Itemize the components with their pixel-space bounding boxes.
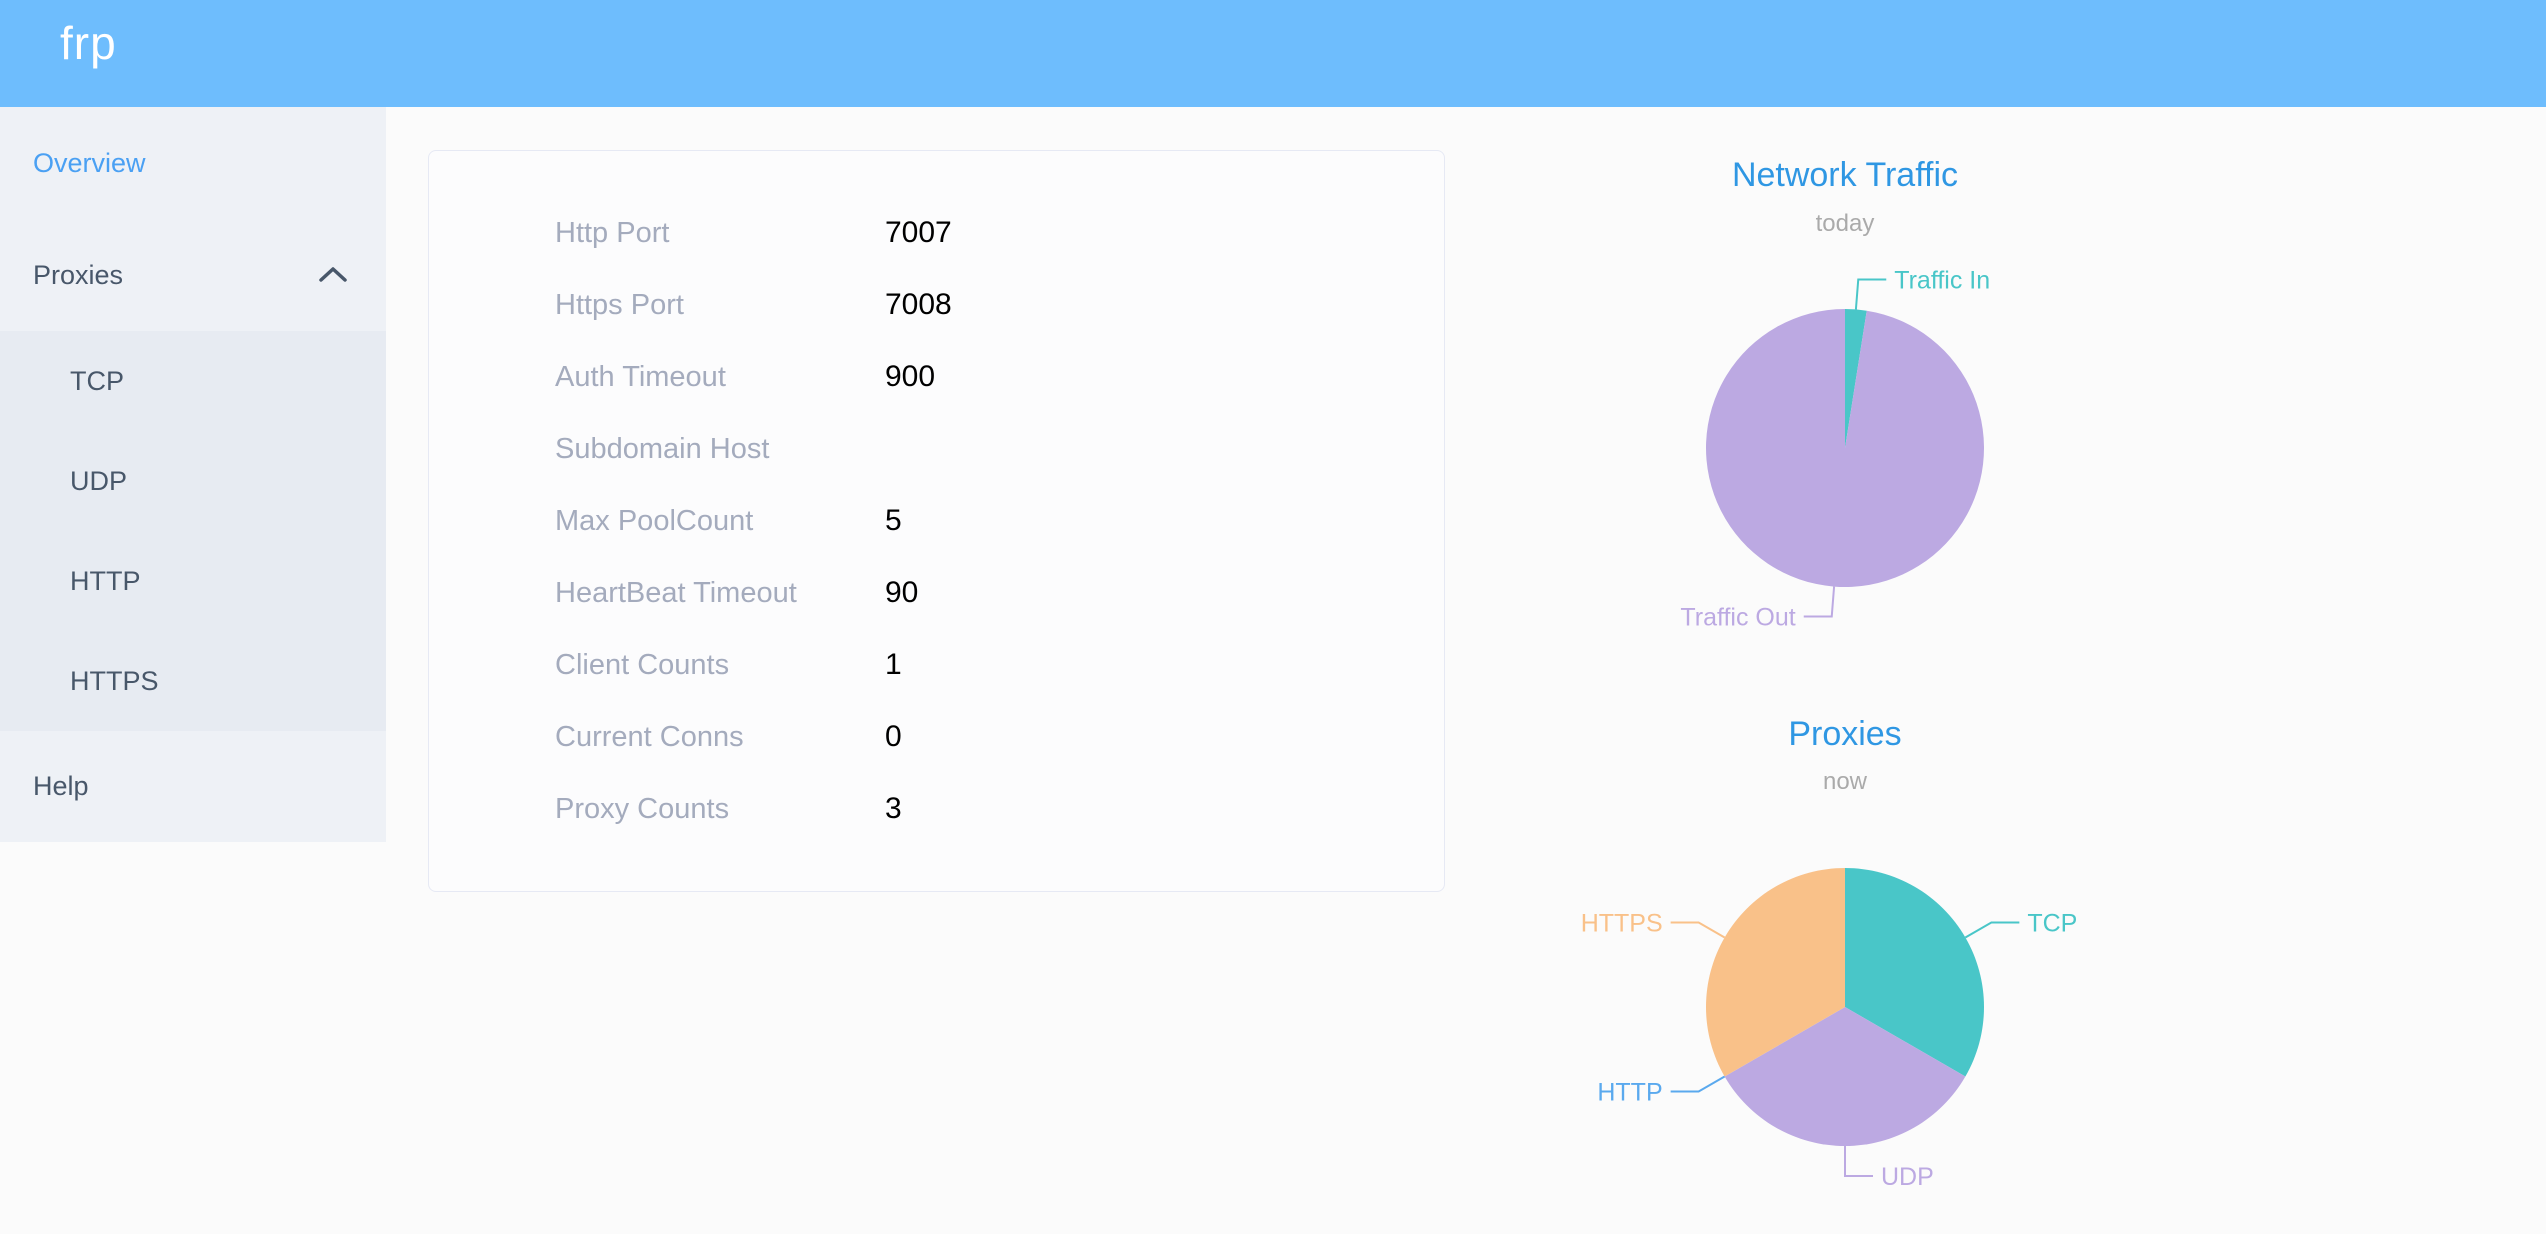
pie-label-line (1670, 921, 1726, 939)
pie-slice-traffic-out[interactable] (1706, 309, 1984, 587)
pie-chart-svg: Traffic In Traffic Out (1680, 267, 1990, 632)
sidebar-item-https-label: HTTPS (70, 665, 159, 696)
pie-label-line (1854, 278, 1887, 310)
config-row-proxy-counts: Proxy Counts 3 (429, 773, 1444, 845)
pie-chart-svg: TCP UDP HTTP HTTPS (1581, 868, 2077, 1191)
sidebar-item-proxies[interactable]: Proxies (0, 219, 386, 331)
config-row-subdomain-host: Subdomain Host (429, 413, 1444, 485)
pie-label-line (1964, 921, 2020, 939)
sidebar-item-overview-label: Overview (33, 147, 146, 178)
config-label: Client Counts (555, 648, 730, 681)
config-label: Proxy Counts (555, 792, 730, 825)
pie-label-tcp: TCP (2027, 910, 2077, 938)
config-value: 900 (885, 360, 936, 393)
config-label: Max PoolCount (555, 504, 754, 537)
sidebar-item-udp-label: UDP (70, 465, 128, 496)
pie-slice-https[interactable] (1706, 868, 1845, 1077)
config-value: 1 (885, 648, 902, 681)
config-row-client-counts: Client Counts 1 (429, 629, 1444, 701)
config-value: 0 (885, 720, 902, 753)
config-label: Https Port (555, 288, 684, 321)
config-value: 90 (885, 576, 919, 609)
config-row-max-poolcount: Max PoolCount 5 (429, 485, 1444, 557)
pie-label-traffic-in: Traffic In (1894, 267, 1990, 295)
pie-label-udp: UDP (1881, 1163, 1934, 1191)
sidebar-item-http-label: HTTP (70, 565, 141, 596)
proxies-subtitle: now (1822, 768, 1868, 795)
app-header: frp (0, 0, 2546, 107)
sidebar: Overview Proxies TCP UDP HTTP HTTPS Help (0, 107, 386, 842)
pie-slice-udp[interactable] (1724, 1007, 1966, 1146)
sidebar-item-udp[interactable]: UDP (0, 431, 386, 531)
chevron-up-icon (319, 267, 347, 282)
config-label: Auth Timeout (555, 360, 726, 393)
sidebar-item-https[interactable]: HTTPS (0, 631, 386, 731)
sidebar-item-http[interactable]: HTTP (0, 531, 386, 631)
app-logo: frp (60, 17, 117, 69)
config-label: Subdomain Host (555, 432, 770, 465)
proxies-submenu: TCP UDP HTTP HTTPS (0, 331, 386, 731)
config-row-https-port: Https Port 7008 (429, 269, 1444, 341)
sidebar-item-tcp-label: TCP (70, 365, 124, 396)
sidebar-item-overview[interactable]: Overview (0, 107, 386, 219)
sidebar-item-proxies-label: Proxies (33, 259, 124, 290)
server-info-card: Http Port 7007 Https Port 7008 Auth Time… (428, 150, 1445, 892)
config-label: Current Conns (555, 720, 744, 753)
config-row-auth-timeout: Auth Timeout 900 (429, 341, 1444, 413)
pie-label-https: HTTPS (1581, 910, 1663, 938)
config-row-current-conns: Current Conns 0 (429, 701, 1444, 773)
pie-label-traffic-out: Traffic Out (1680, 603, 1795, 631)
sidebar-item-tcp[interactable]: TCP (0, 331, 386, 431)
pie-label-http: HTTP (1597, 1079, 1662, 1107)
config-value: 5 (885, 504, 902, 537)
sidebar-item-help[interactable]: Help (0, 731, 386, 842)
pie-label-line (1670, 1075, 1726, 1093)
config-label: HeartBeat Timeout (555, 576, 797, 609)
config-value: 3 (885, 792, 902, 825)
pie-label-line (1803, 586, 1836, 618)
network-traffic-pie: Traffic In Traffic Out (1525, 240, 2165, 670)
pie-label-line (1844, 1146, 1873, 1177)
network-traffic-subtitle: today (1815, 210, 1875, 237)
pie-slice-tcp[interactable] (1845, 868, 1984, 1077)
proxies-pie: TCP UDP HTTP HTTPS (1525, 800, 2165, 1230)
config-row-http-port: Http Port 7007 (429, 197, 1444, 269)
proxies-title: Proxies (1788, 715, 1902, 753)
config-label: Http Port (555, 216, 670, 249)
pie-slice-traffic-in[interactable] (1845, 309, 1867, 448)
config-value: 7008 (885, 288, 952, 321)
config-value: 7007 (885, 216, 952, 249)
config-row-heartbeat-timeout: HeartBeat Timeout 90 (429, 557, 1444, 629)
sidebar-item-help-label: Help (33, 771, 89, 801)
network-traffic-title: Network Traffic (1731, 156, 1959, 194)
